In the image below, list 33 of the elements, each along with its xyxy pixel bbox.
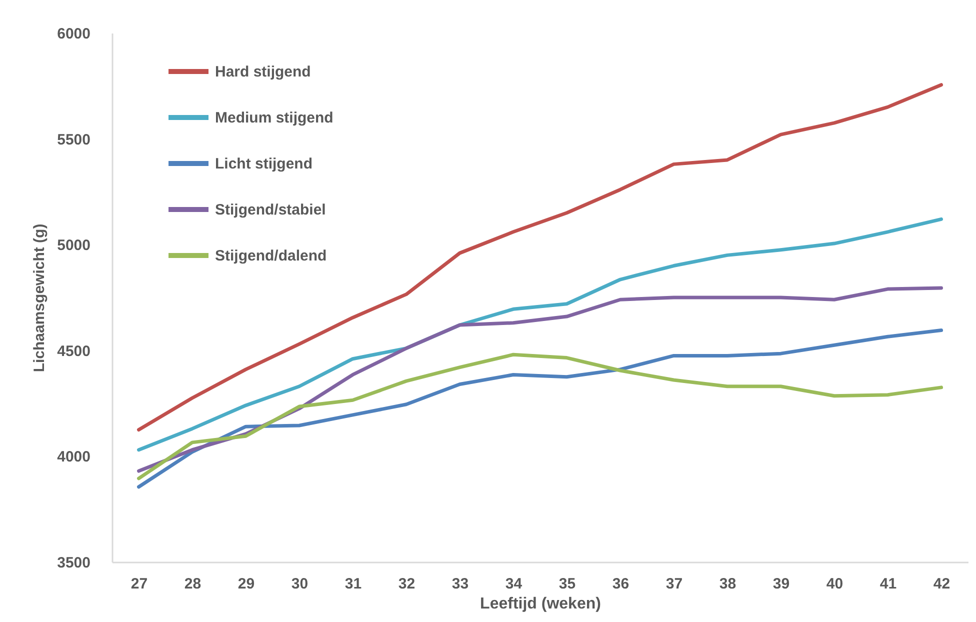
legend-label: Stijgend/stabiel xyxy=(215,202,326,218)
x-tick-label: 41 xyxy=(880,576,897,592)
line-series xyxy=(137,352,943,480)
x-tick-label: 27 xyxy=(130,576,148,592)
x-tick-label: 39 xyxy=(772,576,790,592)
y-tick-label: 5500 xyxy=(57,131,90,148)
x-tick-label: 32 xyxy=(398,576,416,592)
y-tick-label: 4500 xyxy=(57,342,90,360)
y-tick-label: 5000 xyxy=(57,237,90,254)
y-tick-label: 3500 xyxy=(57,554,90,572)
y-tick-label: 4000 xyxy=(57,448,90,466)
x-tick-label: 31 xyxy=(344,576,362,592)
legend-label: Hard stijgend xyxy=(215,64,311,80)
x-tick-label: 36 xyxy=(612,576,630,592)
line-series xyxy=(137,217,943,452)
legend-label: Stijgend/dalend xyxy=(215,248,327,264)
x-tick-label: 40 xyxy=(826,576,844,592)
x-tick-label: 42 xyxy=(933,576,950,592)
x-tick-label: 34 xyxy=(505,576,523,592)
y-axis-title: Lichaamsgewicht (g) xyxy=(31,224,48,372)
x-axis-title: Leeftijd (weken) xyxy=(480,596,601,612)
line-series xyxy=(137,328,943,489)
y-tick-label: 6000 xyxy=(57,26,90,42)
x-tick-label: 28 xyxy=(184,576,202,592)
x-tick-label: 29 xyxy=(238,576,255,592)
line-series xyxy=(137,83,943,432)
x-tick-label: 37 xyxy=(666,576,683,592)
x-tick-label: 38 xyxy=(719,576,736,592)
x-tick-label: 35 xyxy=(558,576,576,592)
x-tick-label: 30 xyxy=(291,576,308,592)
legend-label: Licht stijgend xyxy=(215,156,312,172)
legend-label: Medium stijgend xyxy=(215,110,334,126)
x-tick-label: 33 xyxy=(452,576,469,592)
